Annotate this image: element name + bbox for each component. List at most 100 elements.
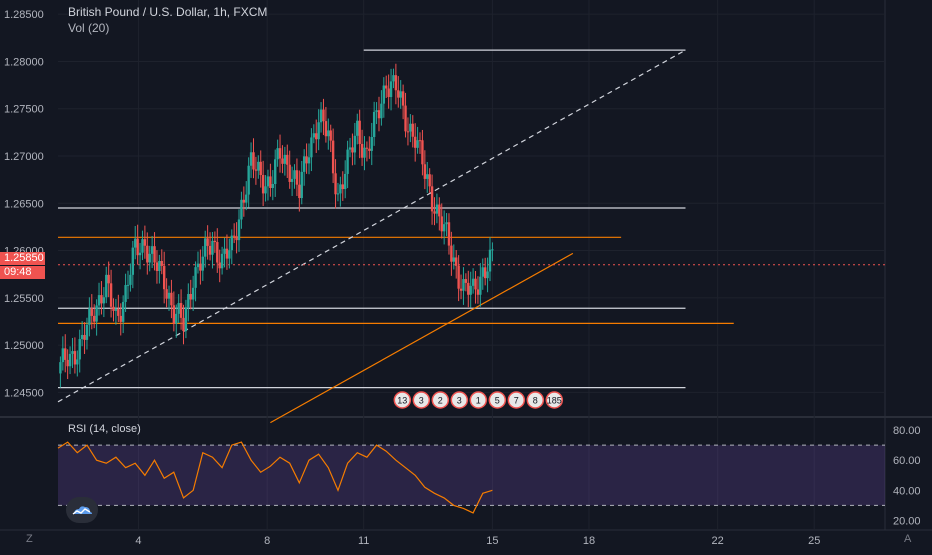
candle-body: [295, 170, 299, 185]
event-marker-badge: [488, 391, 507, 409]
tradingview-logo-button[interactable]: [66, 497, 98, 523]
candle-body: [409, 123, 412, 132]
zoom-button-left[interactable]: Z: [26, 533, 33, 545]
candle-body: [399, 91, 402, 98]
candle-body: [204, 238, 207, 257]
candle-body: [360, 143, 364, 158]
candle-body: [445, 222, 448, 225]
candle-body: [172, 305, 176, 324]
candle-body: [160, 261, 163, 266]
candle-body: [276, 148, 279, 160]
candle-body: [66, 359, 69, 367]
candle-body: [162, 265, 166, 290]
candle-body: [220, 253, 224, 269]
candle-body: [109, 283, 113, 307]
candle-body: [119, 315, 122, 322]
candle-body: [117, 308, 120, 316]
candle-body: [264, 186, 267, 194]
candle-body: [80, 334, 84, 340]
symbol-title[interactable]: British Pound / U.S. Dollar, 1h, FXCM: [68, 5, 268, 19]
candle-body: [334, 173, 337, 195]
candle-body: [341, 184, 344, 190]
candle-body: [252, 152, 255, 170]
candle-body: [421, 140, 424, 165]
candle-body: [73, 351, 77, 365]
candle-body: [126, 284, 130, 286]
candle-body: [467, 282, 470, 295]
event-marker-badge: [507, 391, 526, 409]
candle-body: [426, 174, 429, 179]
event-marker-label: 5: [495, 396, 500, 406]
time-tick-label: 8: [264, 535, 270, 547]
event-marker-badge: [393, 391, 412, 409]
time-tick-label: 22: [712, 535, 724, 547]
rsi-band: [58, 444, 885, 506]
candle-body: [247, 165, 250, 195]
candle-body: [261, 175, 265, 194]
candle-body: [483, 267, 487, 279]
candle-body: [88, 308, 91, 325]
candle-body: [324, 121, 328, 137]
candle-body: [95, 305, 98, 322]
time-tick-label: 18: [583, 535, 595, 547]
candle-body: [155, 262, 159, 272]
candle-body: [416, 140, 419, 148]
candle-body: [336, 193, 340, 195]
candle-body: [428, 174, 431, 187]
candle-body: [290, 178, 294, 182]
rsi-label[interactable]: RSI (14, close): [68, 423, 141, 435]
candle-body: [331, 140, 335, 174]
event-markers: 13 3 2 3 1 5 7 8 185: [393, 391, 564, 409]
time-tick-label: 4: [135, 535, 141, 547]
candle-body: [143, 239, 147, 246]
candle-body: [298, 184, 301, 199]
candle-body: [476, 289, 480, 295]
candle-body: [322, 109, 325, 122]
volume-label[interactable]: Vol (20): [68, 21, 110, 35]
candle-body: [232, 235, 236, 237]
candle-body: [208, 245, 212, 255]
candle-body: [474, 278, 477, 290]
candle-body: [413, 136, 417, 148]
event-marker-label: 1: [476, 396, 481, 406]
candle-body: [471, 278, 475, 286]
candle-body: [182, 317, 185, 332]
candle-body: [455, 257, 458, 266]
candle-body: [257, 161, 260, 171]
candle-body: [107, 274, 110, 284]
event-marker-badge: [450, 391, 469, 409]
auto-scale-button[interactable]: A: [904, 533, 912, 545]
candle-body: [370, 136, 373, 151]
time-tick-label: 25: [808, 535, 820, 547]
candle-body: [189, 293, 192, 300]
candle-body: [83, 334, 86, 340]
event-marker-badge: [412, 391, 431, 409]
candle-body: [184, 307, 188, 332]
price-tick-label: 1.24500: [4, 387, 44, 399]
candle-body: [242, 199, 246, 203]
candle-body: [216, 242, 219, 263]
candle-body: [199, 263, 202, 271]
candle-body: [486, 271, 489, 279]
candle-body: [363, 147, 366, 158]
candle-body: [438, 204, 441, 217]
candle-body: [351, 147, 354, 153]
candle-body: [319, 109, 323, 123]
rsi-tick-label: 80.00: [893, 425, 921, 437]
price-tick-label: 1.27000: [4, 151, 44, 163]
candle-body: [450, 245, 453, 262]
rsi-series-line: [57, 441, 493, 514]
event-marker-badge: [469, 391, 488, 409]
candle-body: [196, 263, 200, 268]
candle-body: [228, 250, 231, 259]
candle-body: [358, 120, 361, 144]
candle-body: [240, 199, 243, 220]
event-marker-label: 3: [419, 396, 424, 406]
candle-body: [317, 122, 320, 140]
candle-body: [59, 362, 62, 374]
candle-body: [430, 186, 434, 212]
candle-body: [459, 288, 463, 291]
candle-body: [68, 353, 72, 367]
